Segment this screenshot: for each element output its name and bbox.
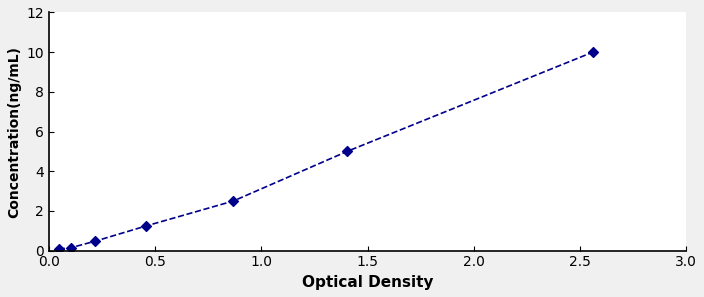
Point xyxy=(66,245,77,250)
Point xyxy=(141,223,152,228)
Point xyxy=(341,149,353,154)
Y-axis label: Concentration(ng/mL): Concentration(ng/mL) xyxy=(7,45,21,217)
Point xyxy=(53,247,64,252)
Point xyxy=(587,50,598,55)
Point xyxy=(227,199,239,203)
Point xyxy=(89,239,100,244)
X-axis label: Optical Density: Optical Density xyxy=(302,275,433,290)
